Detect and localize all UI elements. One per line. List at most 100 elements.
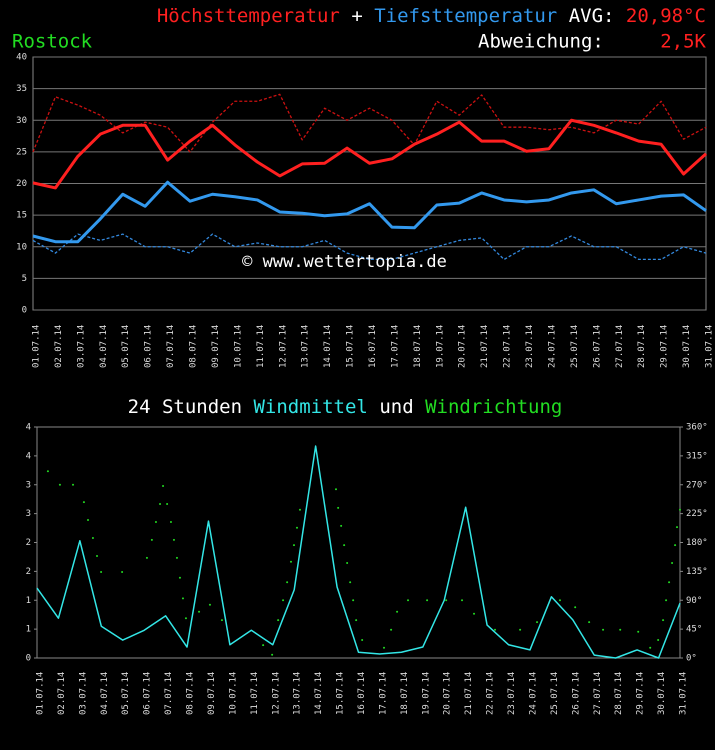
y-tick-label: 25 [16, 147, 27, 157]
x-tick-label: 09.07.14 [211, 325, 221, 368]
x-tick-label: 12.07.14 [278, 325, 288, 368]
direction-dot [602, 628, 605, 631]
x-tick-label: 30.07.14 [682, 325, 692, 368]
x-tick-label: 25.07.14 [550, 672, 560, 715]
x-tick-label: 28.07.14 [614, 672, 624, 715]
x-tick-label: 26.07.14 [592, 325, 602, 368]
direction-dot [346, 562, 349, 565]
direction-dot [494, 628, 497, 631]
x-tick-label: 11.07.14 [256, 325, 266, 368]
direction-dot [172, 538, 175, 541]
y2-tick-label: 360° [686, 423, 708, 433]
direction-dot [637, 630, 640, 633]
y-tick-label: 20 [16, 179, 27, 189]
direction-dot [169, 520, 172, 523]
x-tick-label: 06.07.14 [143, 672, 153, 715]
x-tick-label: 08.07.14 [189, 325, 199, 368]
y-tick-label: 2 [26, 567, 31, 577]
direction-dot [295, 526, 298, 529]
direction-dot [154, 520, 157, 523]
direction-dot [96, 554, 99, 557]
x-tick-label: 27.07.14 [593, 672, 603, 715]
x-tick-label: 21.07.14 [464, 672, 474, 715]
x-tick-label: 02.07.14 [54, 325, 64, 368]
direction-dot [588, 621, 591, 624]
direction-dot [175, 556, 178, 559]
direction-dot [181, 597, 184, 600]
direction-dot [668, 581, 671, 584]
x-tick-label: 25.07.14 [570, 325, 580, 368]
direction-dot [674, 544, 677, 547]
direction-dot [657, 639, 660, 642]
deviation-value: 2,5K [660, 31, 706, 53]
y2-tick-label: 90° [686, 596, 702, 606]
direction-dot [121, 571, 124, 574]
direction-dot [352, 599, 355, 602]
direction-dot [473, 612, 476, 615]
x-tick-label: 15.07.14 [346, 325, 356, 368]
direction-dot [184, 617, 187, 620]
y2-tick-label: 180° [686, 538, 708, 548]
x-tick-label: 02.07.14 [57, 672, 67, 715]
direction-dot [675, 526, 678, 529]
x-tick-label: 20.07.14 [458, 325, 468, 368]
direction-dot [286, 581, 289, 584]
direction-dot [282, 599, 285, 602]
x-tick-label: 06.07.14 [144, 325, 154, 368]
direction-dot [220, 619, 223, 622]
y-tick-label: 4 [26, 423, 31, 433]
direction-dot [558, 599, 561, 602]
y2-tick-label: 315° [686, 451, 708, 461]
x-tick-label: 28.07.14 [637, 325, 647, 368]
direction-dot [289, 560, 292, 563]
direction-dot [91, 537, 94, 540]
x-tick-label: 16.07.14 [357, 672, 367, 715]
x-tick-label: 13.07.14 [293, 672, 303, 715]
x-tick-label: 09.07.14 [207, 672, 217, 715]
x-tick-label: 23.07.14 [525, 325, 535, 368]
direction-dot [178, 576, 181, 579]
x-tick-label: 10.07.14 [228, 672, 238, 715]
direction-dot [383, 646, 386, 649]
data-line [32, 233, 707, 261]
watermark: © www.wettertopia.de [242, 252, 447, 272]
avg-value: 20,98°C [626, 5, 706, 27]
direction-dot [343, 544, 346, 547]
x-tick-label: 10.07.14 [233, 325, 243, 368]
x-tick-label: 18.07.14 [400, 672, 410, 715]
x-tick-label: 17.07.14 [378, 672, 388, 715]
direction-dot [519, 628, 522, 631]
x-tick-label: 24.07.14 [528, 672, 538, 715]
direction-dot [46, 470, 49, 473]
y-tick-label: 30 [16, 116, 27, 126]
x-tick-label: 07.07.14 [166, 325, 176, 368]
direction-dot [426, 599, 429, 602]
direction-dot [649, 646, 652, 649]
direction-dot [292, 544, 295, 547]
y-tick-label: 2 [26, 538, 31, 548]
x-tick-label: 08.07.14 [186, 672, 196, 715]
x-tick-label: 01.07.14 [32, 325, 42, 368]
x-tick-label: 26.07.14 [571, 672, 581, 715]
y-tick-label: 35 [16, 84, 27, 94]
y2-tick-label: 45° [686, 625, 702, 635]
x-tick-label: 03.07.14 [78, 672, 88, 715]
x-tick-label: 11.07.14 [250, 672, 260, 715]
direction-dot [262, 644, 265, 647]
chart-title: Höchsttemperatur + Tiefsttemperatur AVG:… [157, 5, 706, 27]
x-tick-label: 21.07.14 [480, 325, 490, 368]
x-tick-label: 04.07.14 [99, 325, 109, 368]
direction-dot [461, 599, 464, 602]
direction-dot [355, 619, 358, 622]
direction-dot [277, 619, 280, 622]
title-series-2: Tiefsttemperatur [374, 5, 557, 27]
y-tick-label: 5 [22, 274, 27, 284]
title-series-2: Windrichtung [425, 396, 562, 418]
x-tick-label: 22.07.14 [486, 672, 496, 715]
title-joiner: und [379, 396, 413, 418]
data-line [36, 445, 681, 659]
direction-dot [361, 639, 364, 642]
direction-dot [662, 619, 665, 622]
deviation-label: Abweichung: [478, 31, 604, 53]
x-tick-label: 31.07.14 [705, 325, 715, 368]
